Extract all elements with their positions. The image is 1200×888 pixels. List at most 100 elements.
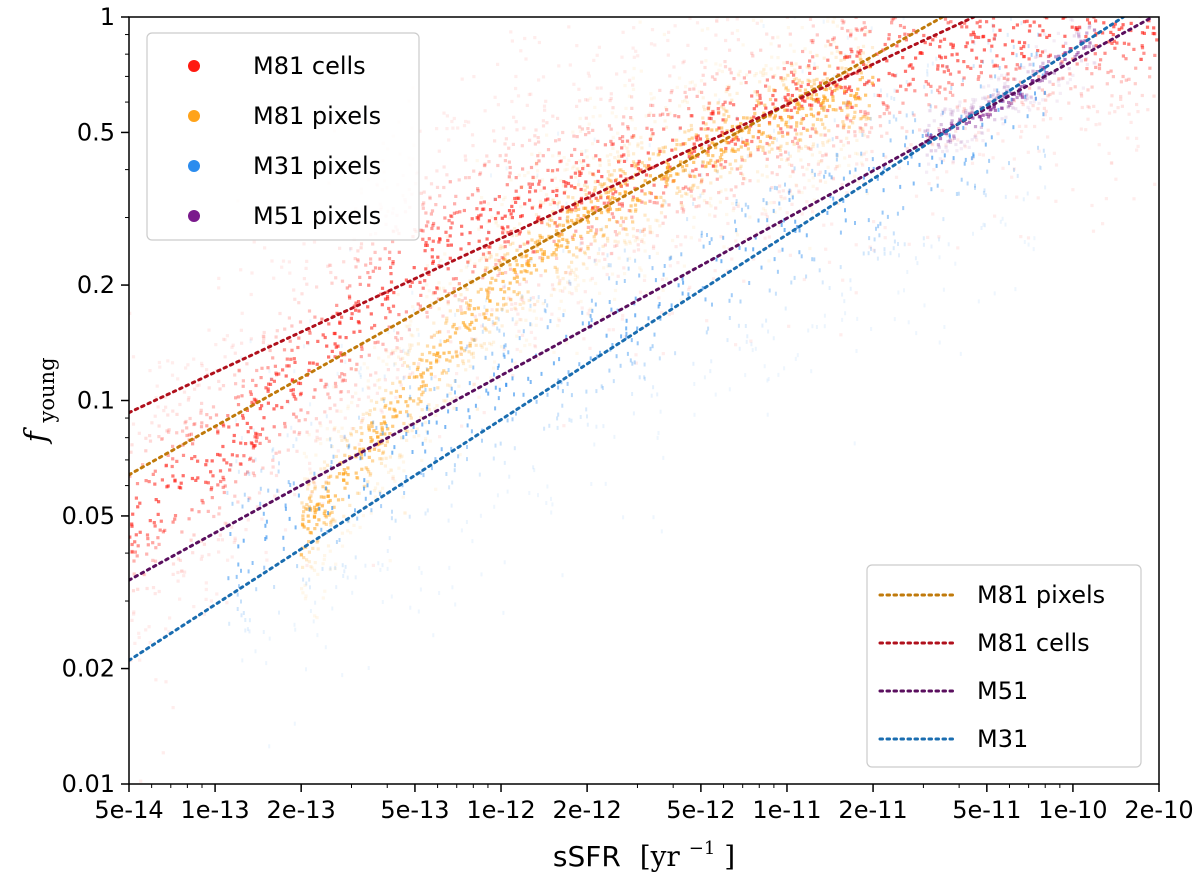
cloud-cell (648, 157, 652, 161)
cloud-cell (863, 30, 867, 34)
cloud-cell (845, 101, 849, 105)
cloud-cell (379, 292, 383, 296)
cloud-cell (158, 365, 162, 369)
cloud-cell (480, 345, 484, 349)
cloud-cell (815, 131, 819, 135)
cloud-cell (552, 361, 555, 366)
cloud-cell (841, 123, 846, 127)
cloud-cell (1153, 182, 1157, 186)
cloud-cell (854, 103, 858, 108)
cloud-cell (320, 317, 324, 321)
cloud-cell (348, 455, 352, 459)
cloud-cell (842, 198, 845, 203)
cloud-cell (724, 149, 728, 153)
cloud-cell (735, 228, 738, 233)
cloud-cell (399, 349, 403, 353)
cloud-cell (683, 168, 687, 172)
cloud-cell (635, 163, 639, 167)
cloud-cell (873, 237, 876, 242)
cloud-cell (827, 64, 831, 68)
cloud-cell (901, 12, 903, 16)
cloud-cell (606, 190, 610, 194)
cloud-cell (207, 328, 211, 332)
cloud-cell (881, 101, 885, 105)
cloud-cell (736, 233, 740, 237)
cloud-cell (406, 404, 410, 408)
cloud-cell (367, 666, 370, 670)
cloud-cell (281, 368, 285, 372)
cloud-cell (1040, 8, 1043, 11)
cloud-cell (418, 357, 422, 361)
cloud-cell (359, 355, 363, 359)
cloud-cell (380, 428, 384, 432)
cloud-cell (1028, 86, 1032, 90)
cloud-cell (431, 261, 435, 265)
cloud-cell (258, 441, 262, 445)
cloud-cell (1116, 106, 1120, 110)
cloud-cell (843, 56, 847, 60)
cloud-cell (593, 205, 597, 209)
cloud-cell (546, 484, 549, 489)
cloud-cell (699, 79, 704, 83)
cloud-cell (291, 388, 295, 392)
cloud-cell (438, 330, 442, 334)
cloud-cell (946, 21, 950, 25)
cloud-cell (308, 467, 312, 471)
cloud-cell (811, 114, 816, 118)
cloud-cell (835, 154, 839, 158)
cloud-cell (503, 214, 507, 218)
cloud-cell (618, 207, 622, 211)
cloud-cell (911, 129, 914, 134)
cloud-cell (862, 62, 866, 66)
cloud-cell (513, 270, 517, 274)
cloud-cell (137, 431, 141, 435)
cloud-cell (301, 565, 305, 569)
cloud-cell (821, 143, 825, 147)
cloud-cell (530, 152, 534, 156)
cloud-cell (445, 319, 449, 323)
cloud-cell (681, 142, 685, 146)
cloud-cell (455, 210, 459, 215)
cloud-cell (371, 459, 375, 463)
cloud-cell (274, 473, 279, 478)
cloud-cell (974, 185, 976, 190)
cloud-cell (849, 119, 853, 123)
cloud-cell (776, 186, 778, 191)
cloud-cell (565, 219, 569, 223)
cloud-cell (257, 491, 262, 495)
cloud-cell (421, 206, 425, 210)
cloud-cell (909, 63, 913, 67)
cloud-cell (772, 200, 776, 205)
cloud-cell (611, 106, 615, 110)
cloud-cell (568, 63, 572, 67)
cloud-cell (395, 338, 400, 342)
cloud-cell (519, 297, 523, 301)
cloud-cell (233, 494, 237, 498)
cloud-cell (478, 172, 482, 177)
cloud-cell (330, 349, 334, 353)
cloud-cell (938, 237, 940, 242)
cloud-cell (379, 432, 383, 436)
cloud-cell (773, 106, 777, 110)
cloud-cell (328, 567, 332, 572)
cloud-cell (356, 249, 360, 253)
cloud-cell (1036, 49, 1040, 53)
cloud-cell (313, 510, 317, 515)
cloud-cell (431, 223, 435, 228)
cloud-cell (482, 411, 486, 415)
cloud-cell (593, 239, 597, 243)
cloud-cell (651, 165, 655, 170)
cloud-cell (1025, 19, 1029, 23)
cloud-cell (797, 104, 801, 108)
cloud-cell (436, 297, 441, 301)
cloud-cell (689, 194, 694, 198)
cloud-cell (428, 196, 432, 201)
cloud-cell (1010, 175, 1014, 179)
cloud-cell (734, 219, 736, 224)
cloud-cell (1086, 117, 1090, 121)
cloud-cell (324, 522, 328, 526)
cloud-cell (266, 389, 270, 393)
cloud-cell (604, 191, 608, 195)
cloud-cell (339, 409, 343, 413)
cloud-cell (570, 153, 574, 157)
